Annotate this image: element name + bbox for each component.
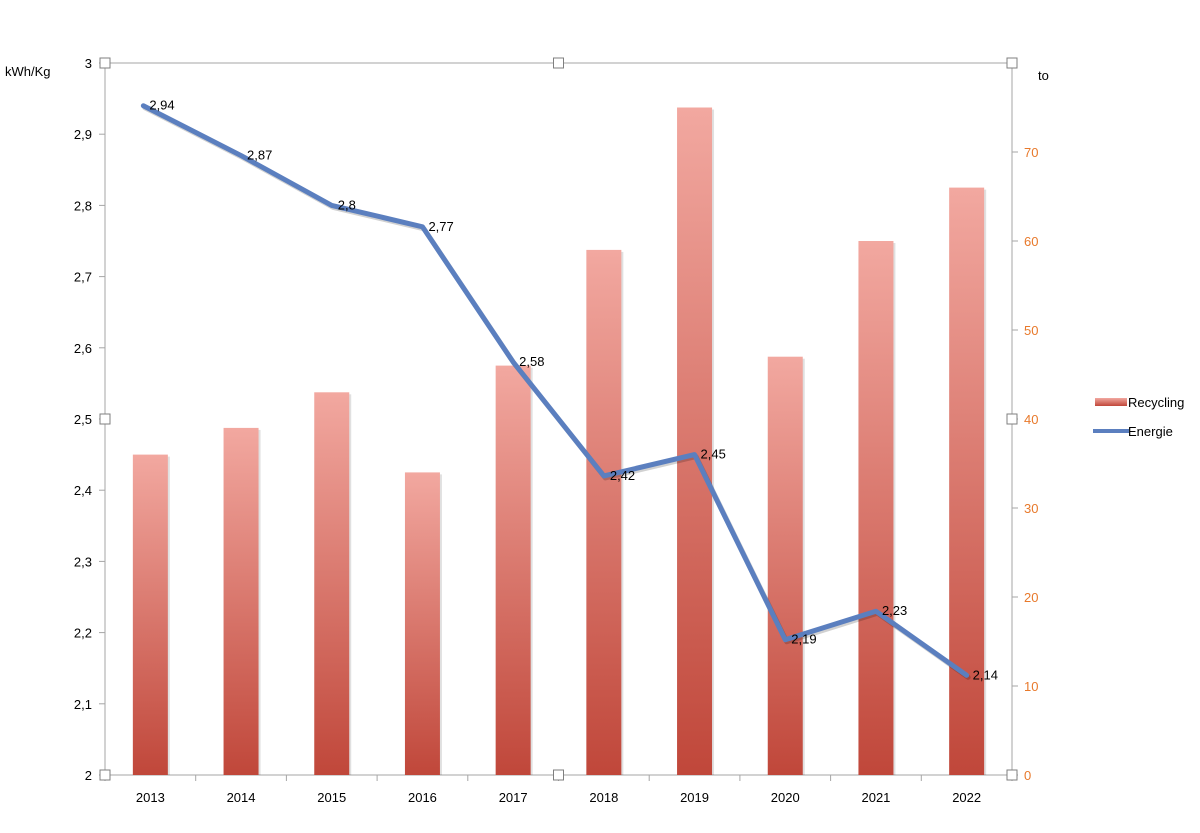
x-tick-label-2014: 2014	[227, 790, 256, 805]
bar-2015	[314, 392, 350, 775]
left-tick-label: 2,6	[74, 341, 92, 356]
data-label-2021: 2,23	[882, 603, 907, 618]
left-tick-label: 2,9	[74, 127, 92, 142]
data-label-2020: 2,19	[791, 632, 816, 647]
data-label-2019: 2,45	[701, 447, 726, 462]
right-tick-label: 50	[1024, 323, 1038, 338]
left-axis-unit-label: kWh/Kg	[5, 64, 51, 79]
legend-label-energie: Energie	[1128, 424, 1173, 439]
x-tick-label-2021: 2021	[861, 790, 890, 805]
data-label-2017: 2,58	[519, 354, 544, 369]
left-tick-label: 2,5	[74, 412, 92, 427]
resize-handle[interactable]	[99, 413, 111, 425]
x-tick-label-2020: 2020	[771, 790, 800, 805]
right-axis-unit-label: to	[1038, 68, 1049, 83]
resize-handle[interactable]	[99, 769, 111, 781]
bar-2020	[767, 356, 803, 775]
data-label-2016: 2,77	[428, 219, 453, 234]
selection-handles[interactable]	[99, 57, 1018, 781]
right-tick-label: 0	[1024, 768, 1031, 783]
x-tick-label-2013: 2013	[136, 790, 165, 805]
resize-handle[interactable]	[553, 769, 564, 781]
left-tick-label: 2,1	[74, 697, 92, 712]
left-tick-label: 2,2	[74, 626, 92, 641]
data-label-2022: 2,14	[973, 667, 998, 682]
energie-line	[140, 103, 970, 678]
x-tick-label-2017: 2017	[499, 790, 528, 805]
bar-2019	[677, 107, 713, 775]
x-tick-label-2019: 2019	[680, 790, 709, 805]
left-tick-label: 2,3	[74, 554, 92, 569]
right-tick-label: 40	[1024, 412, 1038, 427]
legend-label-recycling: Recycling	[1128, 395, 1184, 410]
left-axis-ticks: 2 2,1 2,2 2,3 2,4 2,5 2,6 2,7 2,8 2,9 3	[74, 56, 105, 783]
recycling-bars	[132, 107, 987, 776]
data-label-2014: 2,87	[247, 148, 272, 163]
data-label-2013: 2,94	[149, 98, 174, 113]
left-tick-label: 2,4	[74, 483, 92, 498]
x-tick-label-2016: 2016	[408, 790, 437, 805]
bar-2018	[586, 249, 622, 775]
left-tick-label: 2,8	[74, 198, 92, 213]
resize-handle[interactable]	[553, 57, 564, 69]
bar-2014	[223, 427, 259, 775]
bar-2016	[404, 472, 440, 775]
resize-handle[interactable]	[1006, 57, 1018, 69]
x-axis-ticks: 2013 2014 2015 2016 2017 2018 2019 2020 2021 2022	[104, 775, 1013, 805]
left-tick-label: 2	[85, 768, 92, 783]
energie-line-series: 2,94 2,87 2,8 2,77 2,58 2,42 2,45 2,19 2,23 2,14	[140, 98, 998, 682]
left-tick-label: 2,7	[74, 270, 92, 285]
x-tick-label-2015: 2015	[317, 790, 346, 805]
right-tick-label: 70	[1024, 145, 1038, 160]
resize-handle[interactable]	[1006, 413, 1018, 425]
x-tick-label-2022: 2022	[952, 790, 981, 805]
bar-2013	[132, 454, 168, 775]
resize-handle[interactable]	[1006, 769, 1018, 781]
legend: Recycling Energie	[1093, 395, 1184, 439]
right-tick-label: 30	[1024, 501, 1038, 516]
right-tick-label: 10	[1024, 679, 1038, 694]
data-label-2018: 2,42	[610, 468, 635, 483]
legend-swatch-recycling	[1095, 398, 1127, 406]
x-tick-label-2018: 2018	[589, 790, 618, 805]
data-label-2015: 2,8	[338, 197, 356, 212]
right-axis-ticks: 0 10 20 30 40 50 60 70	[1012, 145, 1038, 783]
bar-2021	[858, 241, 894, 775]
right-tick-label: 20	[1024, 590, 1038, 605]
bar-2017	[495, 365, 531, 775]
right-tick-label: 60	[1024, 234, 1038, 249]
energie-line-shadow	[142, 105, 971, 680]
left-tick-label: 3	[85, 56, 92, 71]
bar-2022	[949, 187, 985, 776]
resize-handle[interactable]	[99, 57, 111, 69]
